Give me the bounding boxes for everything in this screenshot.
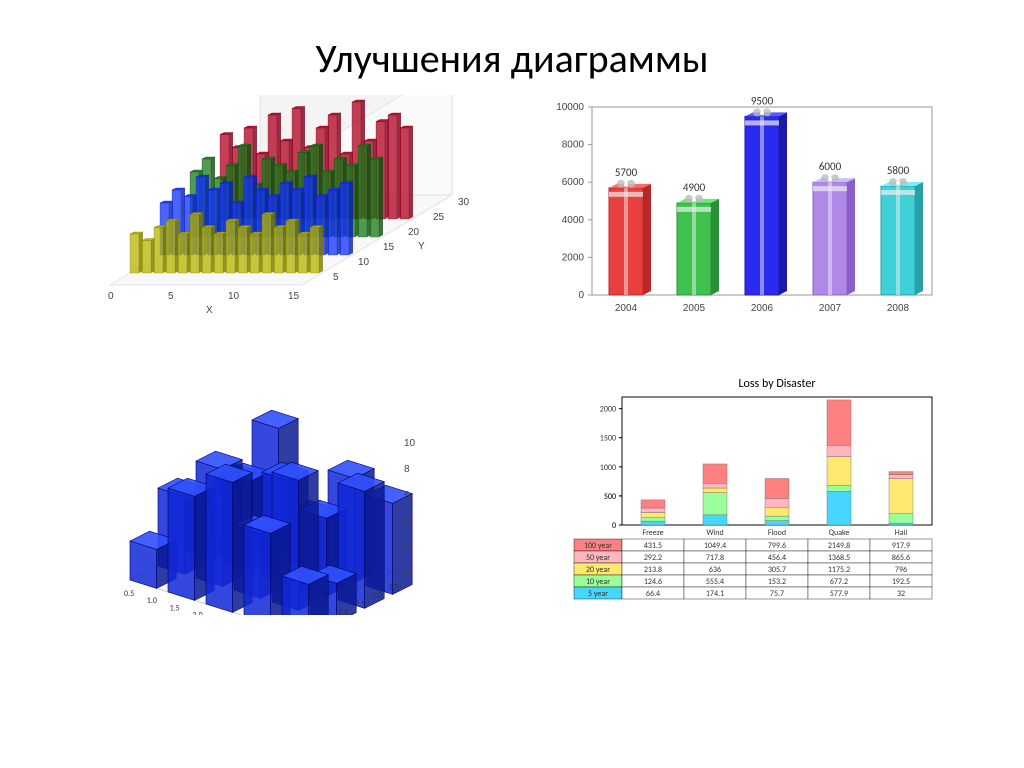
svg-text:15: 15 (383, 242, 395, 253)
svg-text:2.5: 2.5 (355, 599, 365, 609)
svg-text:717.8: 717.8 (706, 553, 724, 563)
svg-text:Wind: Wind (706, 528, 723, 538)
svg-text:6000: 6000 (819, 160, 842, 173)
svg-text:10: 10 (404, 438, 416, 449)
svg-text:8000: 8000 (562, 140, 585, 151)
svg-text:0: 0 (108, 291, 114, 302)
svg-text:3.5: 3.5 (389, 583, 399, 593)
chart-grid: 051015510152025300.00.20.40.60.8XYZ 0200… (0, 95, 1024, 635)
chart2-gift-bars: 0 2000 4000 6000 8000 10000 5700 2004 4900 2005 95… (532, 95, 952, 335)
svg-text:Loss by Disaster: Loss by Disaster (738, 377, 815, 391)
svg-text:10 year: 10 year (586, 577, 610, 587)
svg-text:2008: 2008 (887, 303, 910, 314)
svg-text:636: 636 (709, 565, 721, 575)
chart4-stacked: Loss by Disaster05000500100015002000Free… (532, 375, 952, 615)
svg-text:Hail: Hail (895, 528, 908, 538)
svg-text:10: 10 (358, 257, 370, 268)
svg-text:0.5: 0.5 (124, 589, 134, 599)
svg-text:6000: 6000 (562, 177, 585, 188)
svg-text:2.0: 2.0 (192, 611, 202, 615)
svg-text:Quake: Quake (829, 528, 850, 538)
svg-text:2005: 2005 (683, 303, 706, 314)
page-title: Улучшения диаграммы (0, 0, 1024, 95)
svg-text:X: X (206, 305, 213, 316)
svg-text:1.5: 1.5 (170, 603, 180, 613)
svg-text:124.6: 124.6 (644, 577, 662, 587)
svg-text:799.6: 799.6 (768, 541, 786, 551)
chart3-panel: 02468100.51.01.52.02.53.03.50.51.01.52.0… (60, 375, 492, 635)
svg-text:1368.5: 1368.5 (828, 553, 850, 563)
svg-text:0: 0 (404, 568, 410, 579)
svg-text:4000: 4000 (562, 215, 585, 226)
svg-text:1.0: 1.0 (147, 596, 157, 606)
svg-text:431.5: 431.5 (644, 541, 662, 551)
svg-text:5800: 5800 (887, 164, 910, 177)
svg-text:2: 2 (404, 542, 410, 553)
svg-text:305.7: 305.7 (768, 565, 786, 575)
svg-text:1049.4: 1049.4 (704, 541, 726, 551)
svg-text:20: 20 (408, 227, 420, 238)
svg-text:4: 4 (404, 516, 410, 527)
svg-text:25: 25 (433, 212, 445, 223)
svg-text:2.0: 2.0 (338, 608, 348, 615)
svg-text:500: 500 (604, 492, 616, 502)
svg-text:20 year: 20 year (586, 565, 610, 575)
svg-text:Freeze: Freeze (642, 528, 663, 538)
svg-text:30: 30 (458, 197, 470, 208)
svg-text:292.2: 292.2 (644, 553, 662, 563)
svg-text:213.8: 213.8 (644, 565, 662, 575)
svg-text:2006: 2006 (751, 303, 774, 314)
svg-text:66.4: 66.4 (646, 589, 660, 599)
svg-text:174.1: 174.1 (706, 589, 724, 599)
svg-text:4900: 4900 (683, 181, 706, 194)
svg-text:153.2: 153.2 (768, 577, 786, 587)
svg-text:3.0: 3.0 (372, 591, 382, 601)
svg-text:Flood: Flood (768, 528, 786, 538)
chart3-blue-bars: 02468100.51.01.52.02.53.03.50.51.01.52.0… (60, 375, 480, 615)
svg-text:Y: Y (418, 241, 425, 252)
chart2-panel: 0 2000 4000 6000 8000 10000 5700 2004 4900 2005 95… (532, 95, 964, 355)
svg-text:456.4: 456.4 (768, 553, 786, 563)
svg-text:75.7: 75.7 (770, 589, 784, 599)
svg-text:6: 6 (404, 490, 410, 501)
svg-text:2004: 2004 (615, 303, 638, 314)
svg-text:0: 0 (578, 290, 584, 301)
svg-text:677.2: 677.2 (830, 577, 848, 587)
svg-text:32: 32 (897, 589, 905, 599)
chart4-panel: Loss by Disaster05000500100015002000Free… (532, 375, 964, 635)
svg-text:10: 10 (228, 291, 240, 302)
svg-text:8: 8 (404, 464, 410, 475)
svg-text:50 year: 50 year (586, 553, 610, 563)
svg-text:1000: 1000 (600, 463, 616, 473)
svg-text:5700: 5700 (615, 166, 638, 179)
svg-text:2149.8: 2149.8 (828, 541, 850, 551)
svg-text:9500: 9500 (751, 95, 774, 107)
svg-text:577.9: 577.9 (830, 589, 848, 599)
chart1-panel: 051015510152025300.00.20.40.60.8XYZ (60, 95, 492, 355)
svg-text:100 year: 100 year (584, 541, 612, 551)
svg-text:15: 15 (288, 291, 300, 302)
svg-text:5: 5 (168, 291, 174, 302)
svg-text:796: 796 (895, 565, 907, 575)
svg-text:5 year: 5 year (588, 589, 608, 599)
svg-text:2007: 2007 (819, 303, 842, 314)
svg-text:0: 0 (612, 521, 616, 531)
svg-text:1175.2: 1175.2 (828, 565, 850, 575)
svg-text:917.9: 917.9 (892, 541, 910, 551)
svg-text:2000: 2000 (600, 405, 616, 415)
svg-text:1500: 1500 (600, 434, 616, 444)
svg-text:192.5: 192.5 (892, 577, 910, 587)
svg-text:865.6: 865.6 (892, 553, 910, 563)
svg-text:2000: 2000 (562, 252, 585, 263)
svg-text:10000: 10000 (556, 102, 584, 113)
svg-text:5: 5 (333, 272, 339, 283)
svg-text:555.4: 555.4 (706, 577, 724, 587)
chart1-3d-bars: 051015510152025300.00.20.40.60.8XYZ (60, 95, 480, 335)
